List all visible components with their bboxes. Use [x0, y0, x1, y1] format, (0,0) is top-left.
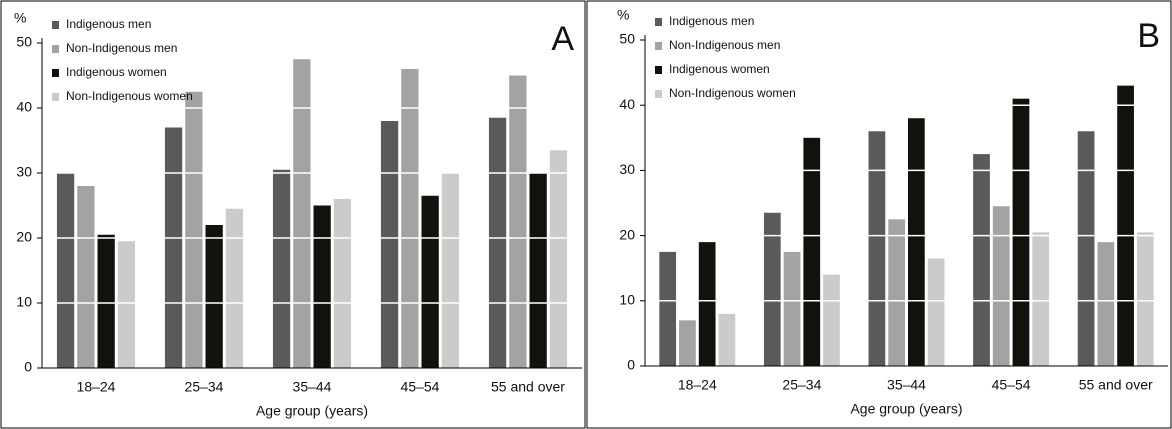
- y-tick-label: 0: [24, 359, 32, 375]
- bar: [973, 154, 990, 366]
- x-tick-label: 25–34: [782, 377, 821, 393]
- bar: [185, 91, 203, 368]
- bar: [313, 205, 331, 368]
- legend-swatch: [52, 21, 59, 29]
- bar: [679, 320, 696, 366]
- bar: [803, 137, 821, 366]
- bar: [205, 225, 223, 368]
- bar: [1097, 242, 1115, 366]
- y-tick-label: 30: [16, 164, 32, 180]
- bar: [659, 251, 677, 366]
- bar: [164, 127, 183, 368]
- bar: [380, 121, 399, 368]
- panel-label: A: [551, 20, 574, 58]
- legend-swatch: [52, 45, 59, 53]
- panel-label: B: [1137, 17, 1160, 55]
- legend-label: Non-Indigenous men: [669, 38, 780, 52]
- legend-swatch: [655, 66, 662, 74]
- bar: [97, 234, 115, 368]
- bar: [272, 169, 291, 368]
- y-axis-label: %: [617, 7, 629, 23]
- bar: [529, 173, 547, 368]
- bar: [1117, 85, 1134, 366]
- y-tick-label: 30: [619, 161, 635, 177]
- panel-frame: [586, 0, 1172, 429]
- bar: [488, 117, 507, 368]
- bar: [763, 212, 781, 366]
- x-tick-label: 55 and over: [1079, 377, 1153, 393]
- panel-frame: [0, 0, 586, 429]
- x-tick-label: 45–54: [401, 379, 440, 395]
- legend-label: Non-Indigenous women: [66, 89, 193, 103]
- bar: [117, 241, 136, 368]
- y-tick-label: 20: [619, 226, 635, 242]
- bar: [718, 313, 736, 366]
- bar: [908, 118, 925, 367]
- legend-label: Non-Indigenous women: [669, 86, 796, 100]
- bar: [421, 195, 439, 368]
- bar: [56, 173, 75, 368]
- y-tick-label: 10: [619, 292, 635, 308]
- legend-label: Indigenous women: [66, 65, 167, 79]
- bar: [77, 186, 95, 368]
- x-axis-label: Age group (years): [256, 403, 368, 419]
- legend-label: Indigenous men: [66, 17, 151, 31]
- x-tick-label: 45–54: [992, 377, 1031, 393]
- legend-label: Indigenous men: [669, 14, 754, 28]
- y-axis-label: %: [14, 10, 26, 26]
- legend-swatch: [655, 90, 662, 98]
- bar: [927, 258, 945, 366]
- bar: [1136, 232, 1154, 366]
- x-tick-label: 55 and over: [491, 379, 565, 395]
- bar: [441, 173, 460, 368]
- x-axis-label: Age group (years): [850, 401, 962, 417]
- bar: [509, 75, 527, 368]
- bar: [868, 131, 886, 366]
- x-tick-label: 35–44: [887, 377, 926, 393]
- bar: [401, 69, 419, 368]
- bar: [698, 242, 716, 366]
- y-tick-label: 50: [16, 34, 32, 50]
- bar: [1077, 131, 1095, 366]
- x-tick-label: 25–34: [185, 379, 224, 395]
- x-tick-label: 35–44: [293, 379, 332, 395]
- y-tick-label: 40: [16, 99, 32, 115]
- legend-label: Non-Indigenous men: [66, 41, 177, 55]
- y-tick-label: 40: [619, 96, 635, 112]
- bar: [1012, 98, 1030, 367]
- y-tick-label: 50: [619, 31, 635, 47]
- bar: [225, 208, 244, 368]
- x-tick-label: 18–24: [77, 379, 116, 395]
- bar: [783, 251, 801, 366]
- legend-label: Indigenous women: [669, 62, 770, 76]
- bar: [333, 199, 352, 368]
- y-tick-label: 10: [16, 294, 32, 310]
- bar: [823, 274, 840, 366]
- y-tick-label: 0: [627, 357, 635, 373]
- legend-swatch: [52, 69, 59, 77]
- bar: [1032, 232, 1050, 366]
- x-tick-label: 18–24: [678, 377, 717, 393]
- legend-swatch: [655, 18, 662, 26]
- bar: [888, 219, 905, 366]
- y-tick-label: 20: [16, 229, 32, 245]
- bar: [992, 206, 1010, 366]
- bar: [549, 150, 568, 368]
- legend-swatch: [655, 42, 662, 50]
- legend-swatch: [52, 93, 59, 101]
- bar: [293, 59, 311, 368]
